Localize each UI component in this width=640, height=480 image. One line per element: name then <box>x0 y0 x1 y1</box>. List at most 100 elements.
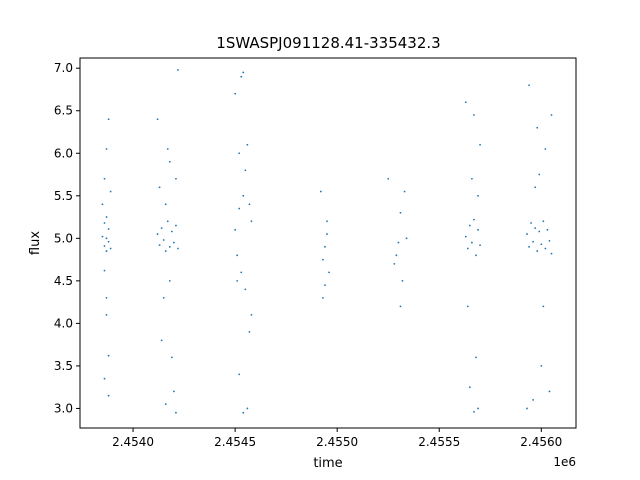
data-point <box>107 354 110 357</box>
data-point <box>536 126 539 129</box>
data-point <box>542 305 545 308</box>
chart-title: 1SWASPJ091128.41-335432.3 <box>216 34 440 52</box>
y-tick-label: 4.0 <box>54 316 73 330</box>
data-cluster-2 <box>156 69 179 414</box>
data-point <box>156 118 159 121</box>
y-tick-label: 3.5 <box>54 359 73 373</box>
data-point <box>477 228 479 231</box>
data-point <box>175 411 177 414</box>
x-axis: 2.4540 2.4545 2.4550 2.4555 2.4560 <box>112 428 562 449</box>
data-point <box>477 407 479 410</box>
data-point <box>546 228 549 231</box>
y-axis-label: flux <box>28 231 43 255</box>
x-axis-label: time <box>313 456 342 471</box>
data-point <box>479 244 481 247</box>
data-point <box>158 186 161 189</box>
data-point <box>248 203 251 206</box>
data-cluster-7 <box>526 84 553 410</box>
data-point <box>526 407 528 410</box>
data-point <box>475 356 477 359</box>
data-point <box>534 186 537 189</box>
data-point <box>158 244 161 247</box>
x-tick-label: 2.4545 <box>214 435 256 449</box>
data-point <box>536 250 539 252</box>
data-point <box>162 239 165 241</box>
data-point <box>405 237 408 240</box>
data-point <box>532 399 535 401</box>
data-point <box>242 194 245 197</box>
data-point <box>466 247 469 250</box>
data-point <box>168 160 171 163</box>
data-point <box>471 241 473 244</box>
data-point <box>479 143 481 146</box>
data-point <box>538 173 541 176</box>
data-point <box>175 224 177 227</box>
data-point <box>538 230 541 233</box>
data-point <box>160 227 163 230</box>
plot-frame <box>79 57 577 429</box>
data-point <box>468 224 471 227</box>
data-cluster-3 <box>234 71 253 414</box>
data-point <box>464 101 467 104</box>
data-point <box>105 237 108 240</box>
data-point <box>234 228 237 231</box>
data-point <box>234 92 237 95</box>
data-point <box>242 411 245 414</box>
data-point <box>103 177 106 180</box>
data-point <box>544 148 547 150</box>
data-point <box>177 69 179 71</box>
data-point <box>164 203 167 206</box>
data-points <box>101 69 553 414</box>
data-point <box>103 269 106 272</box>
data-point <box>542 220 545 223</box>
data-point <box>105 148 108 150</box>
data-point <box>534 227 537 230</box>
data-point <box>397 241 400 244</box>
data-point <box>473 218 475 221</box>
y-tick-label: 4.5 <box>54 274 73 288</box>
data-point <box>475 254 477 257</box>
data-point <box>395 254 398 257</box>
data-point <box>473 410 475 413</box>
x-tick-label: 2.4540 <box>112 435 154 449</box>
data-point <box>166 148 169 150</box>
data-point <box>105 296 108 299</box>
data-cluster-5 <box>387 177 408 308</box>
data-point <box>468 386 471 389</box>
data-point <box>105 250 108 252</box>
data-point <box>540 365 543 367</box>
data-point <box>168 245 171 248</box>
data-point <box>107 240 110 243</box>
y-tick-label: 5.0 <box>54 231 73 245</box>
data-point <box>240 271 243 274</box>
y-tick-label: 5.5 <box>54 189 73 203</box>
data-point <box>399 305 402 308</box>
data-point <box>103 245 106 247</box>
data-point <box>326 220 328 223</box>
data-cluster-6 <box>464 101 481 413</box>
data-point <box>238 373 241 376</box>
data-point <box>550 252 553 255</box>
data-point <box>240 75 243 78</box>
data-point <box>236 279 239 282</box>
data-point <box>244 288 247 291</box>
data-point <box>250 313 253 316</box>
data-point <box>177 247 179 250</box>
data-point <box>164 403 167 406</box>
data-point <box>238 207 241 210</box>
data-point <box>250 220 253 223</box>
data-point <box>172 241 175 244</box>
data-point <box>464 235 467 238</box>
data-point <box>101 203 104 206</box>
data-point <box>172 390 175 393</box>
data-point <box>530 222 532 224</box>
data-point <box>168 279 171 282</box>
x-tick-label: 2.4550 <box>316 435 358 449</box>
data-point <box>466 305 469 308</box>
y-tick-label: 6.5 <box>54 104 73 118</box>
data-point <box>528 84 530 87</box>
data-point <box>550 114 553 116</box>
data-point <box>105 313 108 316</box>
data-point <box>109 247 112 250</box>
